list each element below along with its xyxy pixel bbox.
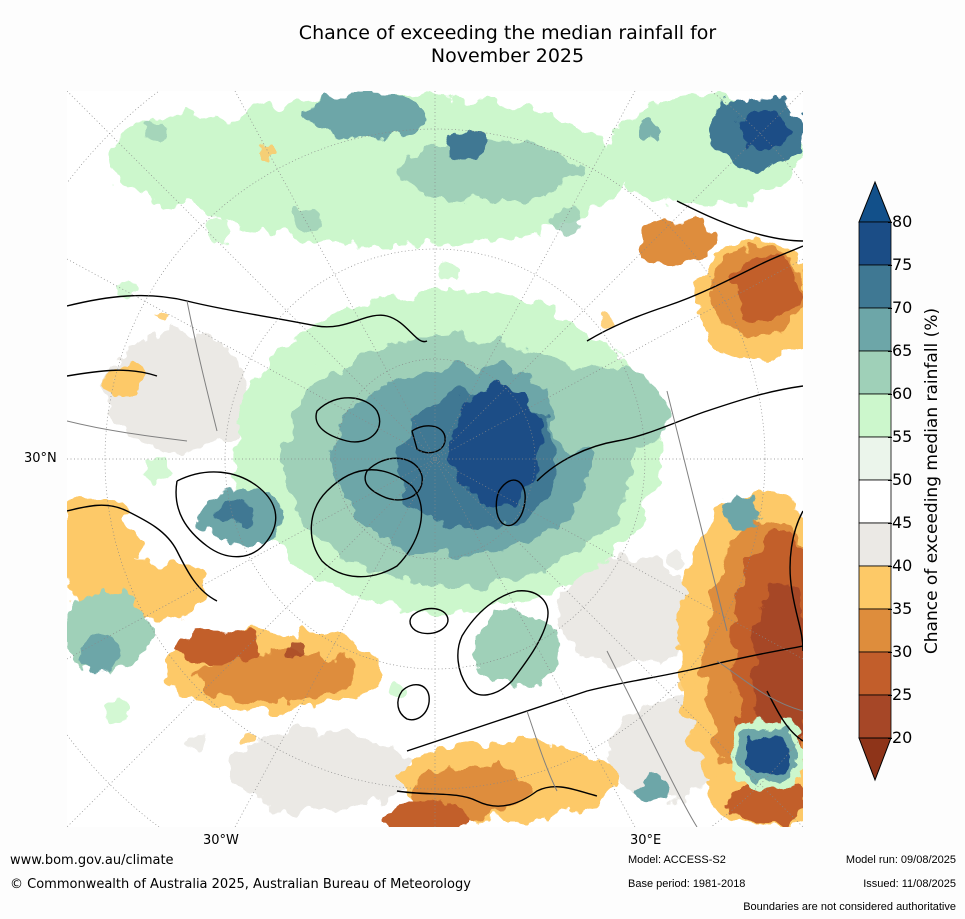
longitude-label-30w: 30°W: [203, 833, 239, 848]
colorbar-bin-40-45: [858, 522, 892, 567]
coastlines: [67, 200, 803, 807]
colorbar-tick-label: 75: [892, 255, 913, 274]
colorbar-tickmark: [888, 437, 892, 438]
colorbar-tickmark: [888, 480, 892, 481]
colorbar-tickmark: [888, 566, 892, 567]
colorbar-bin-30-35: [858, 608, 892, 653]
colorbar-bins: [858, 221, 892, 739]
probability-field: [67, 94, 803, 827]
colorbar-bin-20-25: [858, 694, 892, 739]
colorbar-tick-label: 55: [892, 427, 913, 446]
colorbar-upper-extension: [858, 180, 892, 223]
colorbar-graphic: [858, 180, 892, 782]
colorbar-tickmark: [888, 394, 892, 395]
colorbar-tickmark: [888, 738, 892, 739]
footer-copyright: © Commonwealth of Australia 2025, Austra…: [10, 877, 471, 892]
colorbar-tick-label: 40: [892, 556, 913, 575]
footer-model: Model: ACCESS-S2: [628, 854, 726, 866]
footer-issued: Issued: 11/08/2025: [863, 878, 956, 890]
latitude-label-30n: 30°N: [24, 451, 57, 466]
colorbar: [858, 180, 892, 784]
colorbar-tickmark: [888, 652, 892, 653]
colorbar-tick-label: 70: [892, 298, 913, 317]
colorbar-tickmark: [888, 609, 892, 610]
colorbar-tick-label: 65: [892, 341, 913, 360]
colorbar-tick-label: 30: [892, 642, 913, 661]
longitude-label-30e: 30°E: [630, 833, 662, 848]
colorbar-bin-60-65: [858, 350, 892, 395]
colorbar-label: Chance of exceeding median rainfall (%): [922, 307, 942, 655]
colorbar-bin-65-70: [858, 307, 892, 352]
colorbar-tickmark: [888, 222, 892, 223]
chart-title-line-1: Chance of exceeding the median rainfall …: [298, 22, 717, 44]
colorbar-tick-label: 20: [892, 728, 913, 747]
colorbar-bin-70-75: [858, 264, 892, 309]
colorbar-tick-label: 80: [892, 212, 913, 231]
footer-base-period: Base period: 1981-2018: [628, 878, 746, 890]
footer-boundaries-note: Boundaries are not considered authoritat…: [743, 901, 956, 913]
colorbar-lower-extension: [858, 737, 892, 782]
colorbar-tick-label: 25: [892, 685, 913, 704]
footer-url: www.bom.gov.au/climate: [10, 853, 174, 868]
country-borders: [67, 300, 803, 827]
colorbar-tickmark: [888, 523, 892, 524]
colorbar-tick-label: 50: [892, 470, 913, 489]
colorbar-tickmark: [888, 265, 892, 266]
colorbar-tickmark: [888, 695, 892, 696]
chart-title-line-2: November 2025: [430, 45, 585, 67]
colorbar-tickmark: [888, 351, 892, 352]
probability-speckle: [105, 121, 695, 751]
colorbar-bin-50-55: [858, 436, 892, 481]
colorbar-bin-25-30: [858, 651, 892, 696]
colorbar-tick-label: 60: [892, 384, 913, 403]
colorbar-bin-55-60: [858, 393, 892, 438]
graticule: [67, 91, 803, 827]
colorbar-tick-label: 45: [892, 513, 913, 532]
colorbar-bin-75-80: [858, 221, 892, 266]
colorbar-tick-label: 35: [892, 599, 913, 618]
colorbar-bin-35-40: [858, 565, 892, 610]
colorbar-tickmark: [888, 308, 892, 309]
colorbar-bin-45-50: [858, 479, 892, 524]
footer-model-run: Model run: 09/08/2025: [845, 854, 956, 866]
rainfall-map: [67, 91, 803, 827]
